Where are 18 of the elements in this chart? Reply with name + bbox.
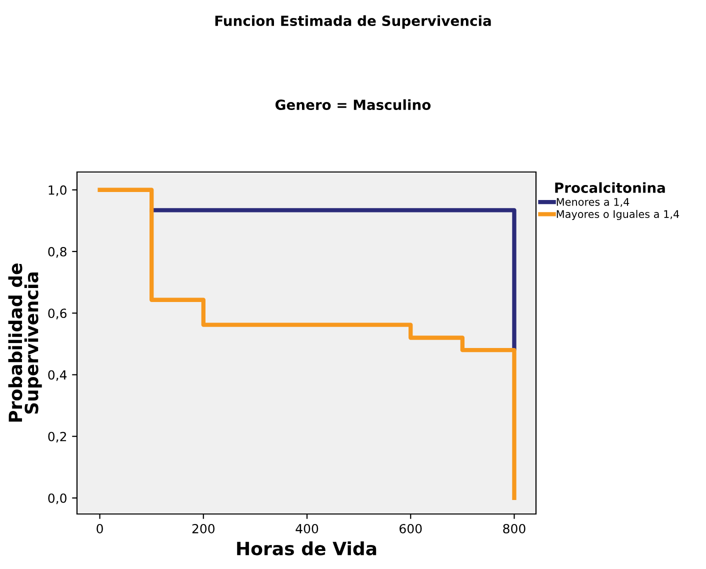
y-tick-label: 0,2 (48, 432, 66, 443)
y-axis-title: Probabilidad de Supervivencia (8, 264, 42, 422)
legend-title: Procalcitonina (555, 182, 665, 193)
legend-label: Mayores o Iguales a 1,4 (556, 210, 680, 220)
chart-title: Funcion Estimada de Supervivencia (215, 15, 491, 29)
x-tick-label: 400 (296, 524, 318, 534)
x-tick-label: 600 (400, 524, 422, 534)
y-tick-label: 0,6 (48, 308, 66, 320)
x-axis-title: Horas de Vida (237, 541, 376, 556)
chart-subtitle: Genero = Masculino (276, 99, 431, 110)
x-tick-label: 200 (192, 524, 215, 534)
y-tick-label: 0,4 (48, 370, 67, 381)
y-tick-label: 0,8 (48, 246, 66, 258)
legend-label: Menores a 1,4 (556, 198, 630, 207)
y-tick-label: 1,0 (48, 185, 66, 196)
y-tick-label: 0,0 (48, 493, 66, 504)
x-tick-label: 800 (503, 524, 526, 534)
x-tick-label: 0 (96, 524, 103, 534)
